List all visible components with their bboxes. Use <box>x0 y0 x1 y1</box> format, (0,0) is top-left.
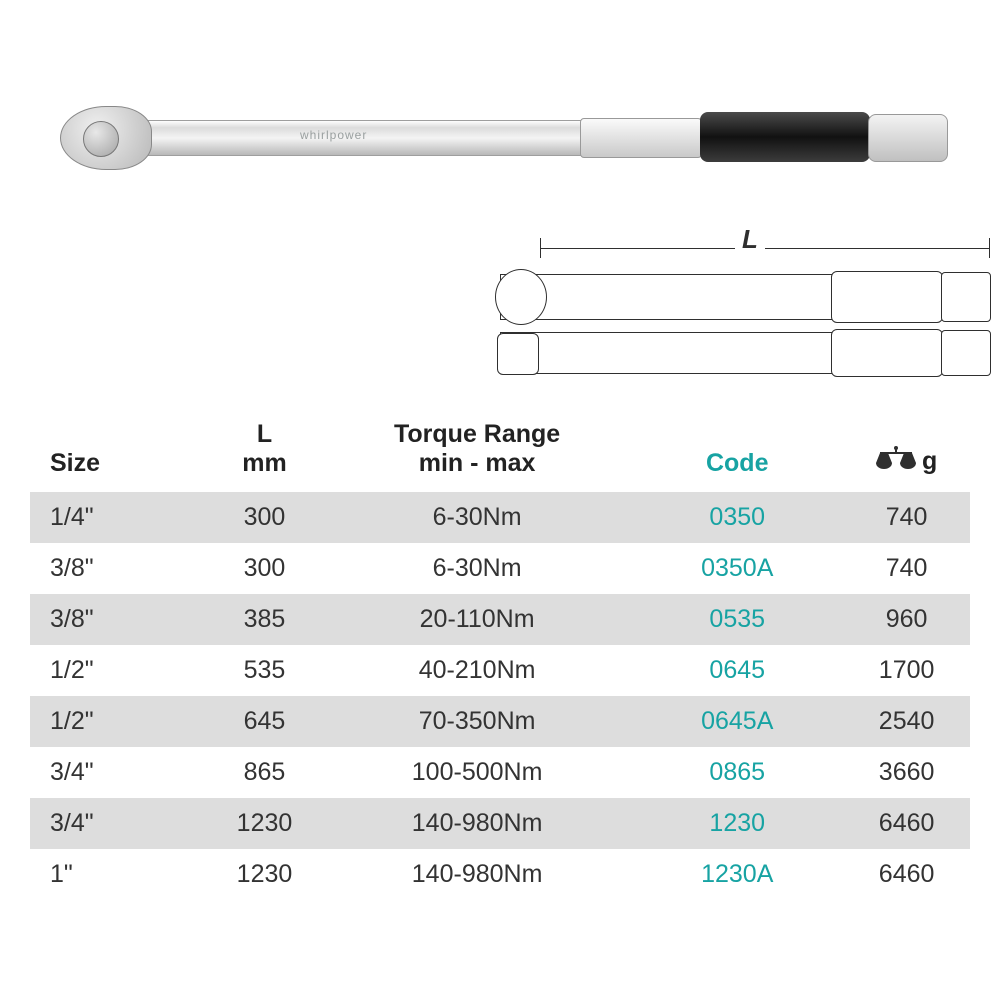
cell-torque: 100-500Nm <box>323 747 631 798</box>
cell-length: 535 <box>206 645 323 696</box>
outline-side-view <box>500 274 990 320</box>
header-torque: Torque Range min - max <box>323 410 631 492</box>
cell-weight: 2540 <box>843 696 970 747</box>
table-row: 3/8"38520-110Nm0535960 <box>30 594 970 645</box>
page: whirlpower L Size L mm <box>0 0 1000 1000</box>
cell-length: 300 <box>206 492 323 543</box>
header-length-top: L <box>257 420 272 448</box>
outline-endcap <box>941 330 991 376</box>
outline-top-view <box>500 332 990 374</box>
wrench-scale-section <box>580 118 702 158</box>
cell-code: 0865 <box>631 747 843 798</box>
cell-code: 1230 <box>631 798 843 849</box>
dimension-line <box>540 248 990 249</box>
cell-size: 1/2" <box>30 696 206 747</box>
header-torque-top: Torque Range <box>394 420 560 448</box>
cell-weight: 1700 <box>843 645 970 696</box>
cell-size: 3/8" <box>30 594 206 645</box>
cell-size: 1/2" <box>30 645 206 696</box>
cell-torque: 70-350Nm <box>323 696 631 747</box>
outline-head <box>497 333 539 375</box>
header-weight: g <box>843 410 970 492</box>
header-length-sub: mm <box>212 449 317 478</box>
cell-code: 1230A <box>631 849 843 900</box>
table-row: 1/4"3006-30Nm0350740 <box>30 492 970 543</box>
cell-weight: 6460 <box>843 798 970 849</box>
header-length: L mm <box>206 410 323 492</box>
cell-length: 1230 <box>206 849 323 900</box>
cell-code: 0535 <box>631 594 843 645</box>
cell-weight: 740 <box>843 492 970 543</box>
cell-code: 0350A <box>631 543 843 594</box>
cell-weight: 6460 <box>843 849 970 900</box>
header-code: Code <box>631 410 843 492</box>
wrench-grip <box>700 112 870 162</box>
cell-torque: 140-980Nm <box>323 849 631 900</box>
outline-grip <box>831 271 943 323</box>
outline-grip <box>831 329 943 377</box>
dimension-diagram: L <box>500 230 1000 400</box>
table-body: 1/4"3006-30Nm03507403/8"3006-30Nm0350A74… <box>30 492 970 900</box>
cell-weight: 960 <box>843 594 970 645</box>
cell-code: 0350 <box>631 492 843 543</box>
outline-endcap <box>941 272 991 322</box>
dimension-tick-right <box>989 238 990 258</box>
table-row: 3/4"1230140-980Nm12306460 <box>30 798 970 849</box>
cell-torque: 6-30Nm <box>323 543 631 594</box>
cell-size: 1" <box>30 849 206 900</box>
balance-scale-icon <box>876 445 916 478</box>
header-weight-unit: g <box>922 447 937 476</box>
dimension-tick-left <box>540 238 541 258</box>
brand-label: whirlpower <box>300 128 367 142</box>
table-row: 1/2"64570-350Nm0645A2540 <box>30 696 970 747</box>
cell-torque: 40-210Nm <box>323 645 631 696</box>
cell-size: 1/4" <box>30 492 206 543</box>
cell-length: 645 <box>206 696 323 747</box>
table-row: 3/8"3006-30Nm0350A740 <box>30 543 970 594</box>
wrench-head <box>60 106 152 170</box>
header-torque-sub: min - max <box>329 449 625 478</box>
cell-torque: 140-980Nm <box>323 798 631 849</box>
header-size: Size <box>30 410 206 492</box>
outline-head <box>495 269 547 325</box>
cell-code: 0645 <box>631 645 843 696</box>
cell-length: 1230 <box>206 798 323 849</box>
cell-code: 0645A <box>631 696 843 747</box>
product-photo: whirlpower <box>40 60 960 220</box>
spec-table: Size L mm Torque Range min - max Code <box>30 410 970 900</box>
table-row: 1/2"53540-210Nm06451700 <box>30 645 970 696</box>
cell-size: 3/4" <box>30 798 206 849</box>
table-header: Size L mm Torque Range min - max Code <box>30 410 970 492</box>
cell-weight: 740 <box>843 543 970 594</box>
cell-length: 385 <box>206 594 323 645</box>
cell-length: 865 <box>206 747 323 798</box>
wrench-endcap <box>868 114 948 162</box>
cell-weight: 3660 <box>843 747 970 798</box>
cell-length: 300 <box>206 543 323 594</box>
cell-size: 3/4" <box>30 747 206 798</box>
cell-size: 3/8" <box>30 543 206 594</box>
table-row: 3/4"865100-500Nm08653660 <box>30 747 970 798</box>
dimension-label-L: L <box>735 224 765 255</box>
cell-torque: 20-110Nm <box>323 594 631 645</box>
table-row: 1"1230140-980Nm1230A6460 <box>30 849 970 900</box>
cell-torque: 6-30Nm <box>323 492 631 543</box>
